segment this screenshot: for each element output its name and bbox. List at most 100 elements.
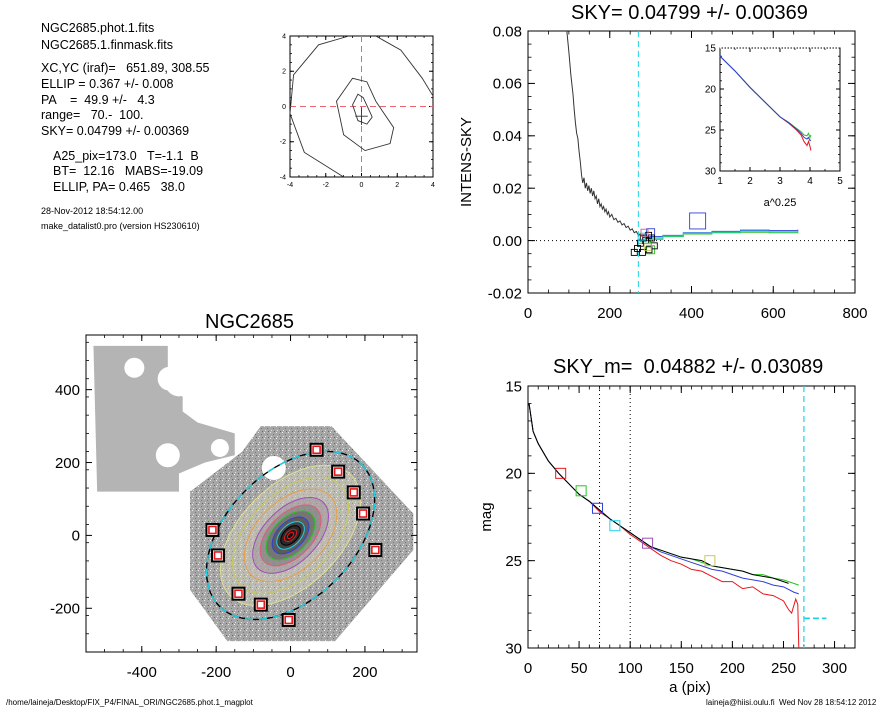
y-tick-label: 0.00 <box>493 233 522 250</box>
y-axis-label: INTENS-SKY <box>458 117 475 207</box>
mag-marker <box>642 537 654 549</box>
y-axis-label: mag <box>478 502 495 531</box>
star-mask-box-inner <box>234 589 243 599</box>
x-tick-label: 4 <box>807 176 813 187</box>
isophote-core <box>286 531 295 539</box>
plot-frame <box>85 334 418 653</box>
sky-value: SKY= 0.04799 +/- 0.00369 <box>41 124 190 138</box>
sky-field-upper <box>93 345 235 492</box>
galaxy-panel: -400 -200 0 200 -200 0 200 400 <box>50 334 418 681</box>
star-mask-box-inner <box>208 525 217 535</box>
mag-series <box>528 403 800 648</box>
inset-panel: 1 2 3 4 5 15 20 25 30 a^0.25 <box>705 44 843 210</box>
x-tick-label: 150 <box>669 660 694 677</box>
y-tick-label: 4 <box>282 33 286 40</box>
y-tick-label: 0.06 <box>493 76 522 93</box>
plot-frame <box>527 385 856 649</box>
x-tick-label: 0 <box>360 182 364 189</box>
y-tick-label: 20 <box>505 466 522 483</box>
program-version: make_datalist0.pro (version HS230610) <box>41 221 200 231</box>
x-tick-label: 50 <box>571 660 588 677</box>
masked-star <box>124 357 145 378</box>
contour-line <box>375 35 434 97</box>
y-tick-label: 0.04 <box>493 128 522 145</box>
x-tick-label: 100 <box>618 660 643 677</box>
x-tick-label: 800 <box>842 305 867 322</box>
a25-ellipse-cyan <box>205 450 376 621</box>
y-tick-label: 25 <box>505 553 522 570</box>
masked-star <box>210 438 229 457</box>
x-tick-label: 3 <box>777 176 783 187</box>
y-tick-label: 0 <box>282 104 286 111</box>
sky-chart-title: SKY= 0.04799 +/- 0.00369 <box>571 2 808 24</box>
sky-series-group <box>566 31 799 256</box>
x-tick-label: 300 <box>822 660 847 677</box>
y-tick-label: -200 <box>50 601 80 618</box>
x-axis-label: a (pix) <box>669 679 711 696</box>
x-tick-label: 200 <box>352 664 377 681</box>
sky-marker <box>637 232 646 241</box>
timestamp: 28-Nov-2012 18:54:12.00 <box>41 206 144 216</box>
x-tick-label: -4 <box>287 182 293 189</box>
y-tick-label: 15 <box>705 44 717 55</box>
star-mask-box-inner <box>349 488 359 497</box>
ellipticity: ELLIP = 0.367 +/- 0.008 <box>41 77 174 91</box>
masked-star <box>239 396 260 417</box>
inset-bg <box>720 48 840 171</box>
x-tick-label: 0 <box>286 664 294 681</box>
a25-type: A25_pix=173.0 T=-1.1 B <box>53 149 199 163</box>
y-tick-label: -4 <box>280 174 286 181</box>
sky-marker <box>646 245 656 255</box>
star-mask-box-inner <box>256 600 266 609</box>
y-tick-label: -0.02 <box>488 285 522 302</box>
mag-series <box>528 403 789 584</box>
mag-marker <box>609 520 621 532</box>
contour-line <box>289 35 350 178</box>
x-tick-label: 200 <box>597 305 622 322</box>
inset-series <box>719 55 812 142</box>
y-tick-label: 0 <box>72 528 80 545</box>
mag-chart-title: SKY_m= 0.04882 +/- 0.03089 <box>553 356 824 378</box>
mag-marker <box>704 555 716 567</box>
y-tick-label: 0.08 <box>493 23 522 40</box>
contour-line <box>352 93 373 125</box>
mag-series <box>528 403 799 595</box>
y-tick-label: 30 <box>505 640 522 657</box>
y-tick-label: 30 <box>705 167 717 178</box>
ellip-pa-catalog: ELLIP, PA= 0.465 38.0 <box>53 180 185 194</box>
mag-marker <box>555 467 567 479</box>
filename-mask: NGC2685.1.finmask.fits <box>41 38 173 52</box>
x-tick-label: 400 <box>679 305 704 322</box>
mag-marker <box>591 502 603 514</box>
sky-step-series <box>638 231 799 244</box>
bt-mabs: BT= 12.16 MABS=-19.09 <box>53 164 204 178</box>
star-mask-box-inner <box>371 545 380 555</box>
masked-star <box>219 379 244 404</box>
x-tick-label: 250 <box>771 660 796 677</box>
sky-marker <box>647 234 655 242</box>
x-tick-label: -2 <box>323 182 329 189</box>
center-coords: XC,YC (iraf)= 651.89, 308.55 <box>41 61 210 75</box>
mag-series <box>528 403 799 586</box>
mag-profile-panel: 0 50 100 150 200 250 300 15 20 25 30 mag a (pix) <box>478 378 856 696</box>
x-tick-label: 5 <box>837 176 843 187</box>
sky-marker <box>643 243 652 252</box>
x-tick-label: 200 <box>720 660 745 677</box>
y-tick-label: 200 <box>55 455 80 472</box>
footer-path: /home/laineja/Desktop/FIX_P4/FINAL_ORI/N… <box>6 698 253 707</box>
y-tick-label: 25 <box>705 126 717 137</box>
filename-phot: NGC2685.phot.1.fits <box>41 21 155 35</box>
y-tick-label: 400 <box>55 382 80 399</box>
y-tick-label: 15 <box>505 378 522 395</box>
isophote-olive <box>232 476 350 594</box>
x-tick-label: 2 <box>395 182 399 189</box>
position-angle: PA = 49.9 +/- 4.3 <box>41 93 155 107</box>
sky-marker <box>689 212 707 230</box>
masked-star <box>155 443 180 468</box>
x-tick-label: 0 <box>524 305 532 322</box>
inset-x-label: a^0.25 <box>764 197 797 209</box>
sky-profile-panel: 0 200 400 600 800 -0.02 0.00 0.02 0.04 0.06 0.08 IN… <box>458 23 868 322</box>
masked-star <box>164 368 193 397</box>
sky-marker <box>639 248 646 256</box>
